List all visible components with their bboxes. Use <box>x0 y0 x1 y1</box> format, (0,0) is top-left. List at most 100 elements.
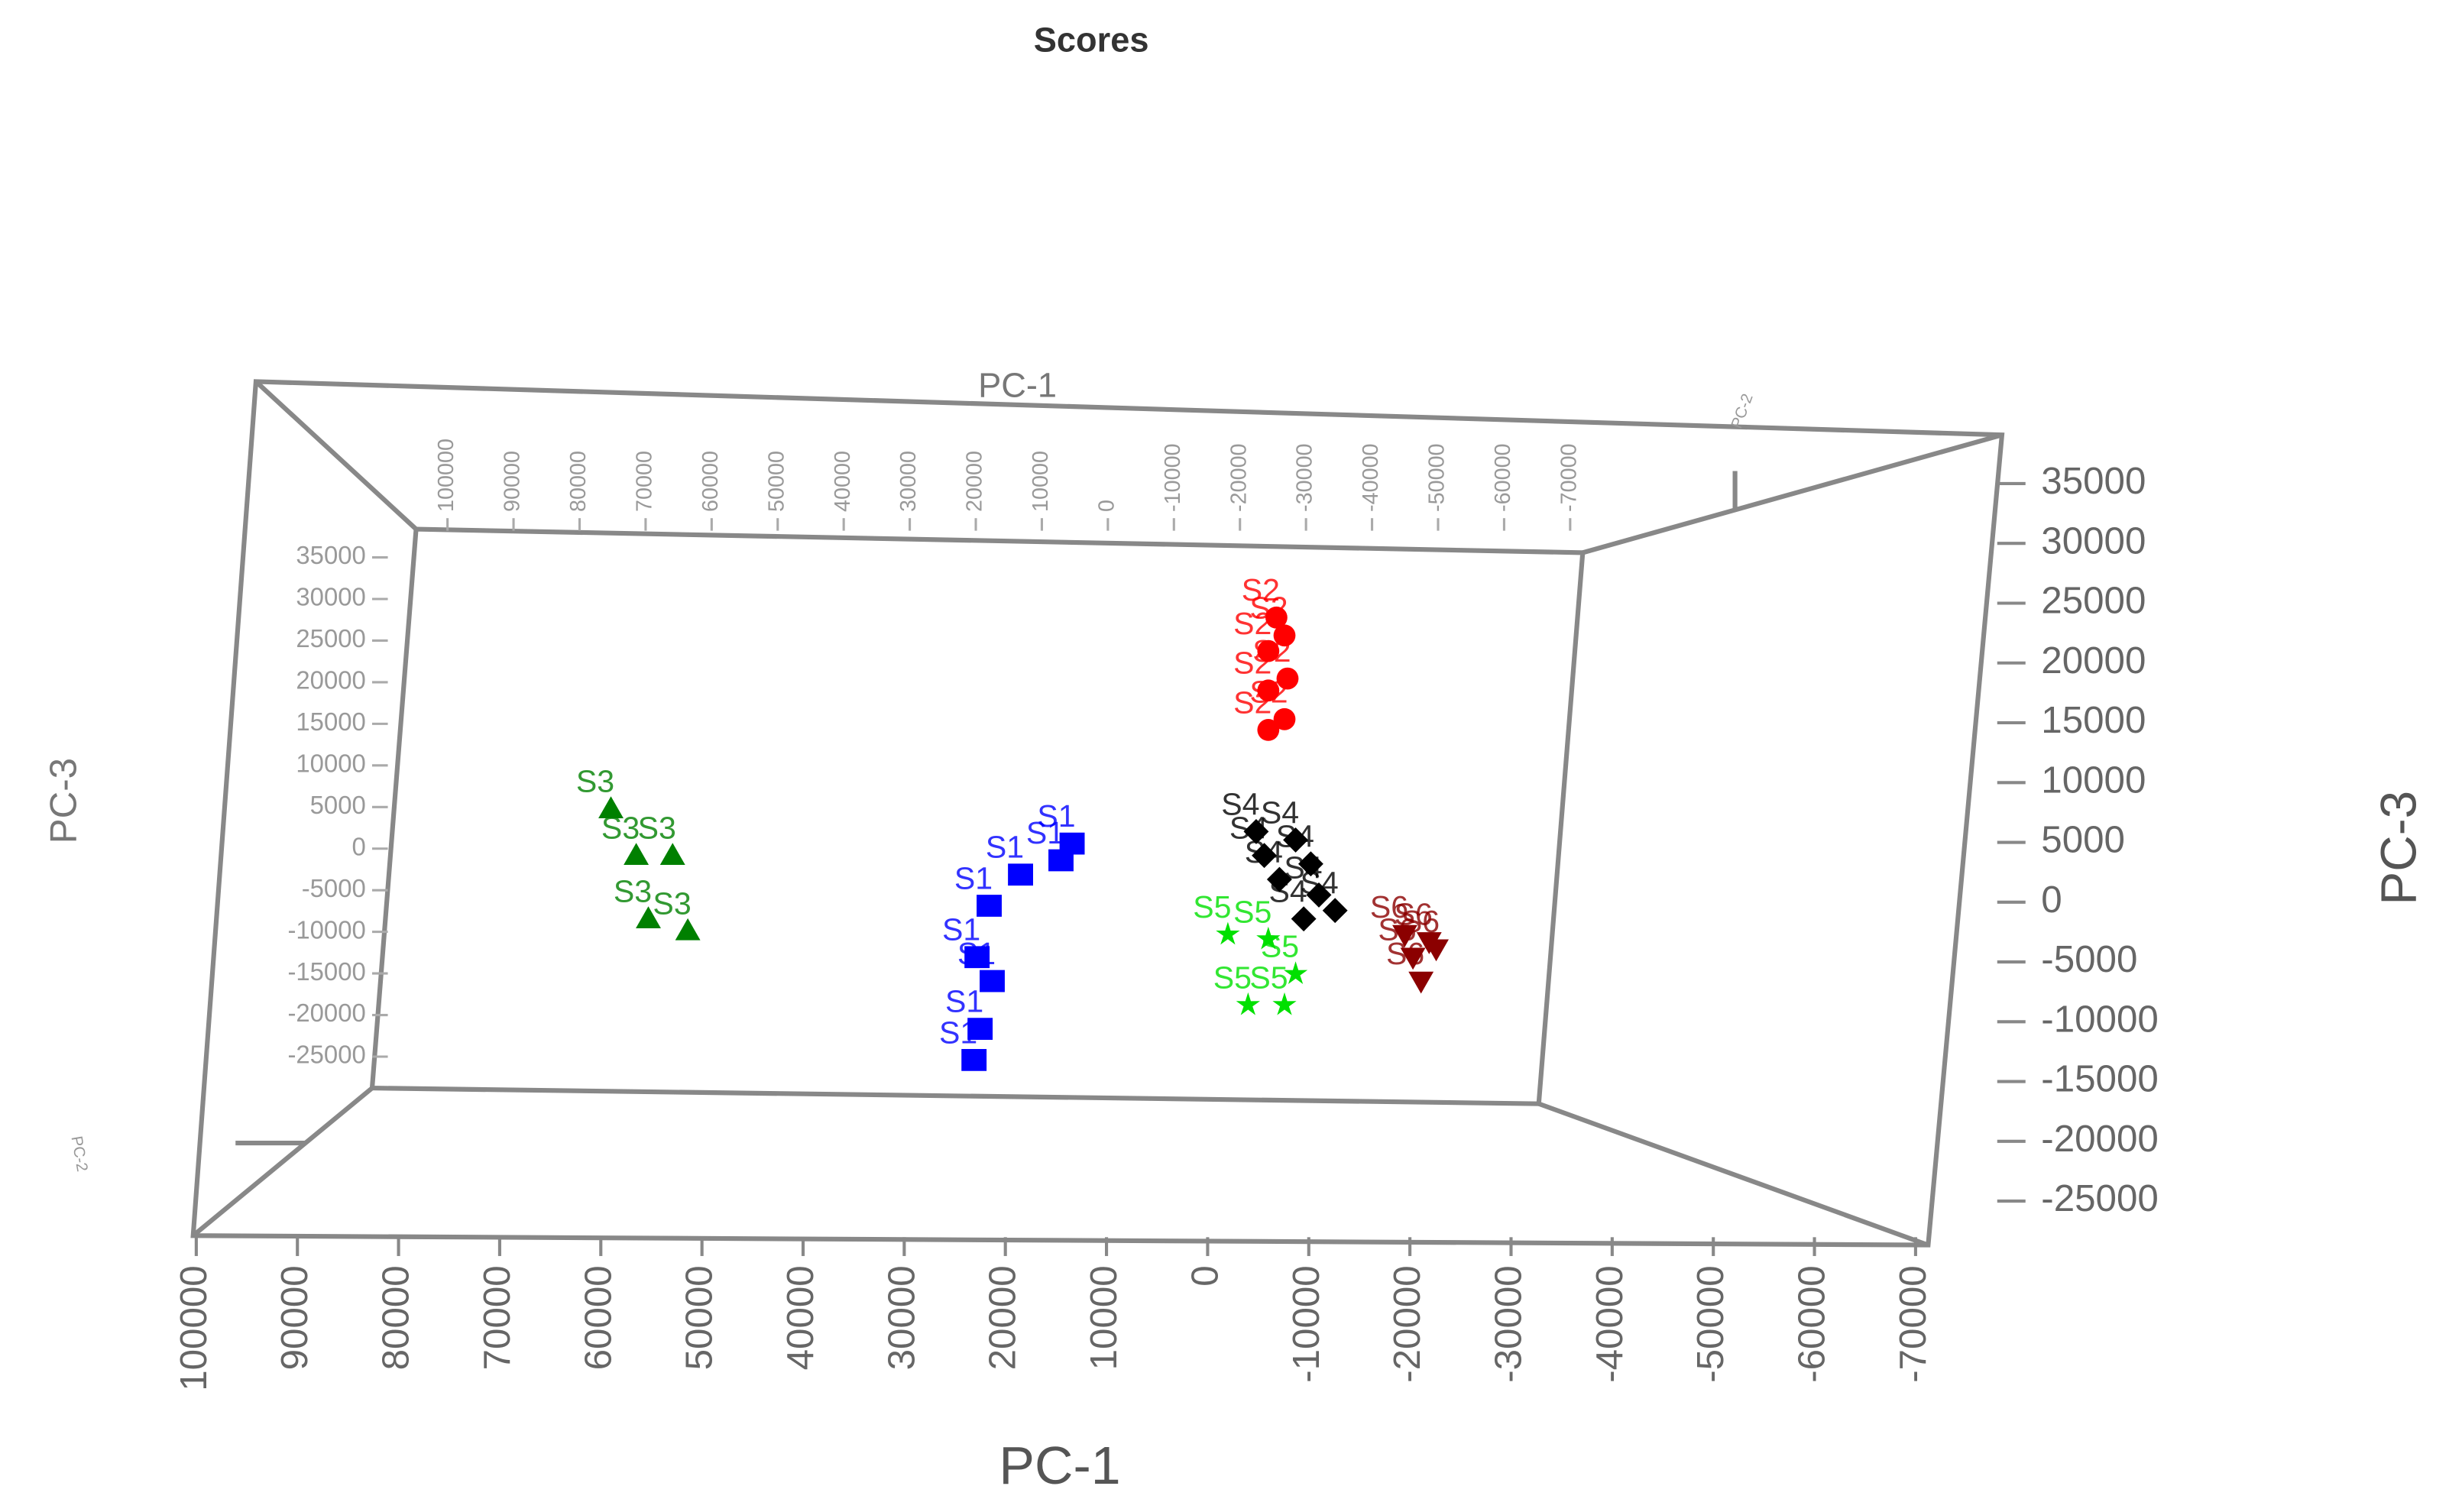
point <box>1392 924 1417 947</box>
back-x-tick-label: 70000 <box>632 451 656 512</box>
point <box>1048 849 1074 872</box>
point <box>1252 843 1277 869</box>
back-y-tick-label: -25000 <box>287 1041 365 1069</box>
y-tick-label: 5000 <box>2041 819 2125 861</box>
back-x-tick-label: 0 <box>1094 500 1119 512</box>
point-label: S1 <box>1037 798 1075 834</box>
x-tick-label: -60000 <box>1791 1265 1833 1383</box>
back-x-axis-label: PC-1 <box>978 366 1057 405</box>
box-edges <box>191 380 2003 1248</box>
point <box>1322 898 1348 924</box>
y-tick-label: -10000 <box>2041 998 2159 1040</box>
x-tick-label: -50000 <box>1689 1265 1731 1383</box>
point <box>1283 827 1309 853</box>
point-label: S5 <box>1261 929 1299 964</box>
point-label: S3 <box>601 811 640 846</box>
back-y-tick-label: -10000 <box>287 915 365 944</box>
point-label: S6 <box>1395 896 1433 931</box>
back-x-tick-label: -30000 <box>1293 443 1317 512</box>
y-tick-label: -15000 <box>2041 1058 2159 1100</box>
point <box>1257 719 1280 741</box>
x-tick-label: 100000 <box>173 1265 215 1391</box>
point <box>977 895 1002 917</box>
point-label: S2 <box>1249 674 1288 709</box>
back-y-tick-label: -15000 <box>287 957 365 986</box>
point-label: S2 <box>1233 606 1271 641</box>
x-axis-label: PC-1 <box>999 1436 1120 1495</box>
back-x-tick-label: 20000 <box>963 451 987 512</box>
back-x-tick-label: 100000 <box>434 439 458 512</box>
back-y-tick-label: 20000 <box>296 666 365 694</box>
point-label: S5 <box>1193 889 1231 924</box>
point <box>1283 961 1308 984</box>
back-y-tick-label: -20000 <box>287 999 365 1027</box>
x-tick-label: -30000 <box>1488 1265 1530 1383</box>
point-label: S1 <box>945 984 983 1019</box>
point <box>980 970 1005 992</box>
point-label: S4 <box>1301 866 1339 901</box>
chart-title: Scores <box>1034 21 1149 60</box>
x-tick-label: -40000 <box>1589 1265 1631 1383</box>
point <box>1400 947 1426 970</box>
x-tick-label: 0 <box>1184 1265 1226 1286</box>
back-y-tick-label: 10000 <box>296 750 365 778</box>
point-label: S3 <box>614 874 652 909</box>
back-x-tick-label: 50000 <box>764 451 789 512</box>
point-label: S1 <box>1026 815 1064 850</box>
point <box>1408 971 1434 994</box>
x-tick-label: 20000 <box>982 1265 1024 1370</box>
point-label: S3 <box>653 886 691 921</box>
point <box>1265 606 1288 629</box>
back-x-tick-label: -40000 <box>1359 443 1383 512</box>
y-tick-label: 0 <box>2041 879 2062 921</box>
y-tick-label: 10000 <box>2041 759 2146 801</box>
point <box>1424 939 1449 962</box>
back-y-tick-label: 25000 <box>296 624 365 652</box>
back-y-tick-label: 15000 <box>296 707 365 736</box>
point <box>1256 926 1281 950</box>
y-tick-label: -25000 <box>2041 1177 2159 1219</box>
y-axis-label: PC-3 <box>2370 791 2426 905</box>
point <box>1273 707 1296 730</box>
back-x-tick-label: 80000 <box>566 451 591 512</box>
x-tick-label: 80000 <box>375 1265 417 1370</box>
back-y-axis-label: PC-3 <box>42 758 84 843</box>
y-tick-label: 30000 <box>2041 520 2146 562</box>
point <box>1236 992 1260 1015</box>
y-tick-label: 20000 <box>2041 639 2146 682</box>
point-label: S1 <box>957 936 996 971</box>
point <box>1257 639 1280 662</box>
back-x-tick-label: -10000 <box>1161 443 1185 512</box>
back-x-tick-label: -70000 <box>1557 443 1581 512</box>
back-x-tick-label: 30000 <box>896 451 921 512</box>
x-tick-label: 10000 <box>1083 1265 1125 1370</box>
x-tick-label: 60000 <box>577 1265 619 1370</box>
point <box>1273 624 1296 647</box>
back-y-tick-label: 30000 <box>296 583 365 611</box>
point-label: S2 <box>1252 633 1291 669</box>
point-label: S1 <box>939 1015 977 1050</box>
point-label: S4 <box>1245 834 1283 869</box>
point-label: S4 <box>1261 795 1299 830</box>
point <box>964 946 990 969</box>
point-label: S2 <box>1249 591 1288 626</box>
back-y-tick-label: 5000 <box>310 791 366 819</box>
point-label: S4 <box>1284 850 1322 885</box>
point <box>675 918 701 941</box>
point-label: S2 <box>1233 646 1271 681</box>
point-label: S5 <box>1233 894 1271 929</box>
point-label: S6 <box>1401 904 1440 939</box>
point-label: S4 <box>1276 819 1314 854</box>
point-label: S5 <box>1213 960 1252 995</box>
point-label: S4 <box>1268 874 1307 909</box>
back-x-tick-label: -20000 <box>1226 443 1251 512</box>
back-x-tick-label: 10000 <box>1029 451 1053 512</box>
point <box>624 843 650 866</box>
point-label: S5 <box>1249 960 1288 995</box>
point-label: S6 <box>1386 936 1424 971</box>
back-x-tick-label: 90000 <box>500 451 525 512</box>
point-label: S1 <box>954 860 993 895</box>
point-label: S1 <box>942 912 980 947</box>
